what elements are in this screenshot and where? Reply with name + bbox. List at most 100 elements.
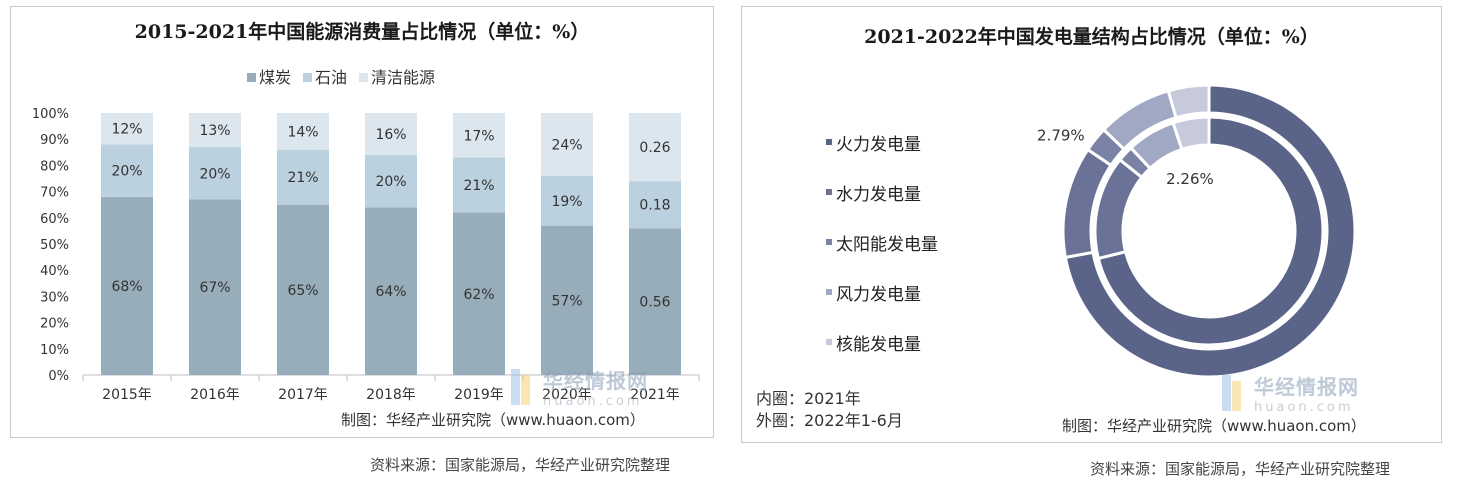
bar-data-label: 12% [111,122,142,138]
pie-legend-label: 太阳能发电量 [836,234,938,255]
bar-segment [453,157,505,213]
energy-consumption-bar-chart: 煤炭 石油 清洁能源 0% 10% 20% 30% 40% 50% 60% 70% 80% 90% 100… [32,68,700,403]
bar-segment [453,113,505,158]
x-tick-label: 2017年 [278,387,328,403]
bar-data-label: 20% [111,164,142,180]
power-generation-legend: 火力发电量水力发电量太阳能发电量 风力发电量核能发电量 [826,117,938,367]
y-tick-label: 100% [32,107,69,122]
bar-segment [541,175,593,226]
pie-legend-item: 风力发电量 [826,267,938,317]
bar-segment [541,113,593,176]
bar-segment [453,212,505,375]
watermark-logo-icon [511,369,530,405]
bar-segment [101,144,153,197]
pie-legend-label: 风力发电量 [836,284,921,305]
donut-data-label: 2.26% [1166,170,1214,188]
right-watermark: 华经情报网 huaon.com [1220,371,1359,415]
left-watermark: 华经情报网 huaon.com [509,365,648,409]
bar-data-label: 17% [463,128,494,144]
y-tick-label: 10% [40,343,69,358]
bar-data-label: 13% [199,123,230,139]
bar-segment [365,207,417,375]
bar-data-label: 57% [551,293,582,309]
x-tick-label: 2018年 [366,387,416,403]
inner-ring-slice [1096,115,1325,347]
pie-legend-label: 水力发电量 [836,184,921,205]
bar-data-label: 62% [463,287,494,303]
y-tick-label: 40% [40,264,69,279]
x-tick-label: 2021年 [630,387,680,403]
bar-data-label: 14% [287,124,318,140]
bar-data-label: 68% [111,279,142,295]
bar-data-label: 64% [375,284,406,300]
legend-label-1: 石油 [315,68,347,87]
pie-legend-swatch [826,139,832,145]
x-tick-label: 2016年 [190,387,240,403]
bar-data-label: 67% [199,280,230,296]
right-watermark-domain: huaon.com [1254,400,1354,415]
bar-segment [365,113,417,155]
y-tick-label: 30% [40,290,69,305]
bar-data-label: 0.56 [639,295,670,311]
pie-legend-swatch [826,289,832,295]
bar-segment [365,154,417,208]
bar-data-label: 21% [287,170,318,186]
pie-legend-item: 火力发电量 [826,117,938,167]
bar-segment [189,199,241,375]
bar-data-label: 21% [463,178,494,194]
legend-swatch-2 [359,73,368,82]
y-tick-label: 80% [40,159,69,174]
left-chart-credit: 制图：华经产业研究院（www.huaon.com） [341,411,645,429]
bar-data-label: 0.26 [639,140,670,156]
left-footer-source: 资料来源：国家能源局，华经产业研究院整理 [370,456,671,474]
legend-swatch-1 [303,73,312,82]
inner-ring-slice [1171,115,1211,152]
legend-label-0: 煤炭 [259,68,291,87]
pie-legend-swatch [826,189,832,195]
right-chart-credit: 制图：华经产业研究院（www.huaon.com） [1062,417,1366,435]
bar-segment [277,113,329,150]
bar-data-label: 20% [199,166,230,182]
outer-ring-slice [1063,83,1357,379]
bar-data-label: 19% [551,194,582,210]
bar-segment [101,113,153,145]
x-tick-label: 2020年 [542,387,592,403]
watermark-logo-icon [1222,375,1241,411]
left-watermark-name: 华经情报网 [543,369,648,393]
y-tick-label: 90% [40,133,69,148]
right-watermark-name: 华经情报网 [1254,375,1359,399]
y-tick-label: 60% [40,212,69,227]
right-chart-title: 2021-2022年中国发电量结构占比情况（单位：%） [864,26,1319,48]
y-tick-label: 20% [40,317,69,332]
left-chart-title: 2015-2021年中国能源消费量占比情况（单位：%） [134,21,590,43]
y-tick-label: 50% [40,238,69,253]
pie-legend-item: 水力发电量 [826,167,938,217]
outer-ring-slice [1166,83,1211,120]
bar-segment [101,196,153,375]
bar-data-label: 0.18 [639,198,670,214]
x-tick-label: 2019年 [454,387,504,403]
legend-label-2: 清洁能源 [371,68,435,87]
bar-data-label: 24% [551,137,582,153]
legend-swatch-0 [247,73,256,82]
inner-ring-note: 内圈：2021年 [756,389,861,408]
y-tick-label: 70% [40,186,69,201]
power-generation-panel: 2021-2022年中国发电量结构占比情况（单位：%） 火力发电量水力发电量太阳… [741,6,1442,443]
bar-segment [629,113,681,182]
outer-ring-note: 外圈：2022年1-6月 [756,411,903,430]
power-generation-donut-chart: 2.79% 2.26% [1037,83,1357,379]
bar-data-label: 20% [375,174,406,190]
pie-legend-swatch [826,239,832,245]
pie-legend-swatch [826,339,832,345]
pie-legend-item: 太阳能发电量 [826,217,938,267]
bar-data-label: 16% [375,127,406,143]
left-watermark-domain: huaon.com [543,394,643,409]
bar-segment [189,113,241,148]
bar-segment [189,147,241,200]
pie-legend-item: 核能发电量 [826,317,938,367]
bar-segment [541,225,593,375]
ring-notes: 内圈：2021年 外圈：2022年1-6月 [756,388,903,432]
bar-legend: 煤炭 石油 清洁能源 [247,68,435,87]
donut-data-label: 2.79% [1037,127,1085,145]
pie-legend-label: 火力发电量 [836,134,921,155]
